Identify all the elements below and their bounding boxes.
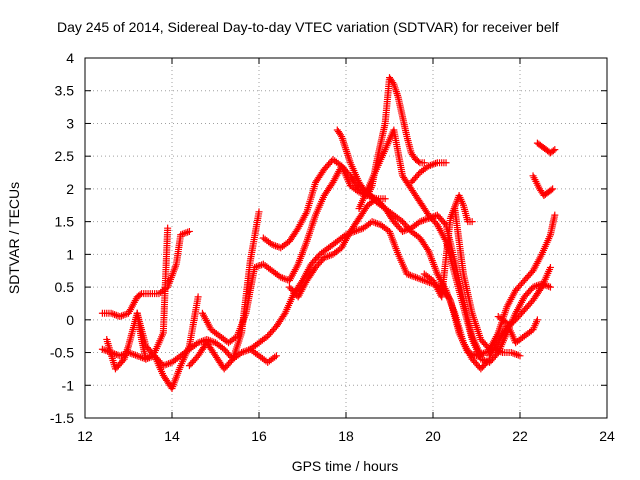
data-point [551,211,559,219]
x-tick-label: 12 [77,428,93,444]
series-14 [486,263,554,360]
series-5 [198,162,389,347]
y-axis-label: SDTVAR / TECUs [6,182,22,294]
x-tick-label: 16 [251,428,267,444]
data-points [98,74,559,393]
data-point [546,283,554,291]
data-point [136,291,144,299]
x-tick-label: 20 [425,428,441,444]
series-16 [529,172,557,199]
data-point [119,357,127,365]
y-tick-labels: -1.5 -1 -0.5 0 0.5 1 1.5 2 2.5 3 3.5 4 [50,50,74,426]
y-tick-label: -1 [62,377,75,393]
data-point [537,285,545,293]
y-tick-label: 3 [66,115,74,131]
data-point [551,146,559,154]
series-7 [259,155,494,373]
series-15 [494,313,541,347]
data-point [227,357,235,365]
data-point [547,186,555,194]
data-point [549,147,557,155]
data-point [546,263,554,271]
y-tick-label: 1 [66,246,74,262]
x-tick-label: 24 [599,428,615,444]
data-point [415,170,422,178]
y-tick-label: 0 [66,312,74,328]
data-point [424,245,432,253]
y-tick-label: -0.5 [50,345,74,361]
data-point [337,131,345,139]
data-point [280,311,288,319]
y-tick-label: 1.5 [55,214,75,230]
data-point [314,252,322,260]
data-point [164,224,172,232]
y-tick-label: 0.5 [55,279,75,295]
series-3 [133,293,202,393]
data-point [493,350,501,358]
data-point [194,293,202,301]
series-1 [98,227,193,321]
data-point [442,159,450,167]
data-point [468,218,476,226]
y-tick-label: -1.5 [50,410,74,426]
series-9 [333,74,428,199]
data-point [149,350,157,358]
x-tick-label: 18 [338,428,354,444]
x-axis-label: GPS time / hours [292,458,399,474]
y-tick-label: 2.5 [55,148,75,164]
data-point [415,158,422,166]
data-point [272,352,280,360]
x-tick-label: 22 [512,428,528,444]
data-point [255,208,263,216]
data-point [533,316,541,324]
data-point [185,227,193,235]
series-12 [407,159,450,186]
x-tick-label: 14 [164,428,180,444]
y-tick-label: 4 [66,50,74,66]
y-tick-label: 3.5 [55,83,75,99]
series-10 [355,126,554,366]
data-point [420,159,428,167]
series-17 [533,139,559,157]
series-13 [451,205,559,353]
tick-marks [84,57,608,419]
x-tick-labels: 12 14 16 18 20 22 24 [77,428,615,444]
y-tick-label: 2 [66,181,74,197]
data-point [389,79,397,87]
data-point [381,195,389,203]
grid [85,58,607,418]
data-point [516,352,524,360]
chart-title: Day 245 of 2014, Sidereal Day-to-day VTE… [57,19,559,35]
data-point [549,185,557,193]
